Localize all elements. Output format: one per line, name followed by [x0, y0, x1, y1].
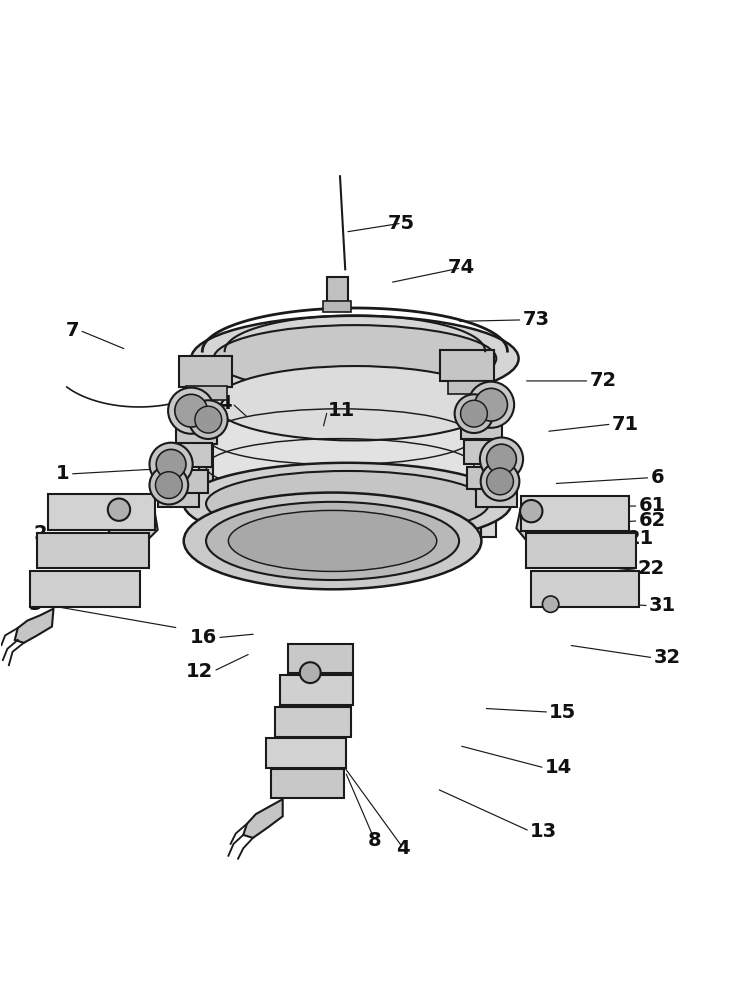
Polygon shape — [15, 609, 54, 643]
Ellipse shape — [474, 388, 507, 421]
FancyBboxPatch shape — [448, 381, 489, 394]
FancyBboxPatch shape — [158, 484, 199, 507]
Text: 61: 61 — [639, 496, 666, 515]
FancyBboxPatch shape — [288, 644, 353, 673]
FancyBboxPatch shape — [465, 440, 507, 464]
Text: 6: 6 — [651, 468, 664, 487]
Polygon shape — [481, 403, 496, 537]
FancyBboxPatch shape — [327, 277, 348, 305]
Ellipse shape — [542, 596, 559, 612]
Ellipse shape — [486, 444, 516, 474]
Ellipse shape — [195, 406, 222, 433]
Text: 21: 21 — [627, 529, 654, 548]
Ellipse shape — [168, 388, 214, 434]
Polygon shape — [99, 507, 158, 545]
FancyBboxPatch shape — [179, 356, 232, 387]
FancyBboxPatch shape — [266, 738, 346, 768]
Text: 11: 11 — [327, 401, 355, 420]
Text: 1: 1 — [56, 464, 70, 483]
FancyBboxPatch shape — [186, 386, 227, 400]
FancyBboxPatch shape — [271, 769, 344, 798]
Text: 8: 8 — [368, 831, 382, 850]
Polygon shape — [199, 403, 214, 537]
Text: 13: 13 — [530, 822, 557, 841]
Ellipse shape — [300, 662, 320, 683]
FancyBboxPatch shape — [275, 707, 351, 737]
Ellipse shape — [155, 472, 182, 499]
Ellipse shape — [149, 466, 188, 504]
Ellipse shape — [184, 463, 511, 545]
FancyBboxPatch shape — [280, 675, 353, 705]
Ellipse shape — [455, 394, 493, 433]
Ellipse shape — [486, 468, 513, 495]
Ellipse shape — [480, 437, 523, 481]
Ellipse shape — [108, 499, 130, 521]
Text: 4: 4 — [218, 394, 232, 413]
Ellipse shape — [520, 500, 542, 522]
Text: 75: 75 — [388, 214, 415, 233]
Ellipse shape — [156, 449, 186, 479]
Ellipse shape — [214, 325, 496, 392]
FancyBboxPatch shape — [171, 470, 208, 493]
Text: 4: 4 — [397, 839, 410, 858]
Ellipse shape — [480, 462, 519, 501]
Ellipse shape — [189, 400, 228, 439]
FancyBboxPatch shape — [462, 411, 502, 439]
Text: 62: 62 — [639, 511, 666, 530]
Text: 12: 12 — [186, 662, 214, 681]
FancyBboxPatch shape — [531, 571, 639, 607]
Polygon shape — [516, 507, 573, 546]
FancyBboxPatch shape — [37, 533, 149, 568]
Ellipse shape — [468, 382, 514, 428]
Ellipse shape — [214, 366, 496, 440]
Polygon shape — [244, 799, 282, 838]
Text: 22: 22 — [638, 559, 665, 578]
Text: 31: 31 — [649, 596, 676, 615]
Text: 14: 14 — [545, 758, 572, 777]
Ellipse shape — [175, 394, 208, 427]
Ellipse shape — [149, 443, 193, 486]
Ellipse shape — [184, 493, 481, 589]
Polygon shape — [199, 403, 481, 537]
FancyBboxPatch shape — [476, 484, 517, 507]
FancyBboxPatch shape — [30, 571, 140, 607]
Text: 15: 15 — [549, 703, 577, 722]
Text: 2: 2 — [34, 524, 48, 543]
FancyBboxPatch shape — [441, 350, 494, 381]
Text: 72: 72 — [589, 371, 616, 390]
Text: 32: 32 — [654, 648, 681, 667]
Text: 3: 3 — [29, 595, 43, 614]
Ellipse shape — [229, 510, 437, 571]
Text: 73: 73 — [522, 310, 549, 329]
Ellipse shape — [461, 400, 487, 427]
FancyBboxPatch shape — [526, 533, 636, 568]
Text: 71: 71 — [612, 415, 639, 434]
FancyBboxPatch shape — [176, 416, 217, 444]
Ellipse shape — [206, 471, 489, 536]
FancyBboxPatch shape — [48, 494, 155, 530]
Ellipse shape — [191, 316, 518, 401]
Text: 16: 16 — [190, 628, 217, 647]
FancyBboxPatch shape — [521, 496, 629, 531]
FancyBboxPatch shape — [169, 443, 212, 467]
Text: 7: 7 — [66, 321, 79, 340]
FancyBboxPatch shape — [467, 467, 503, 489]
Text: 74: 74 — [447, 258, 475, 277]
FancyBboxPatch shape — [323, 301, 351, 312]
Ellipse shape — [206, 502, 459, 580]
